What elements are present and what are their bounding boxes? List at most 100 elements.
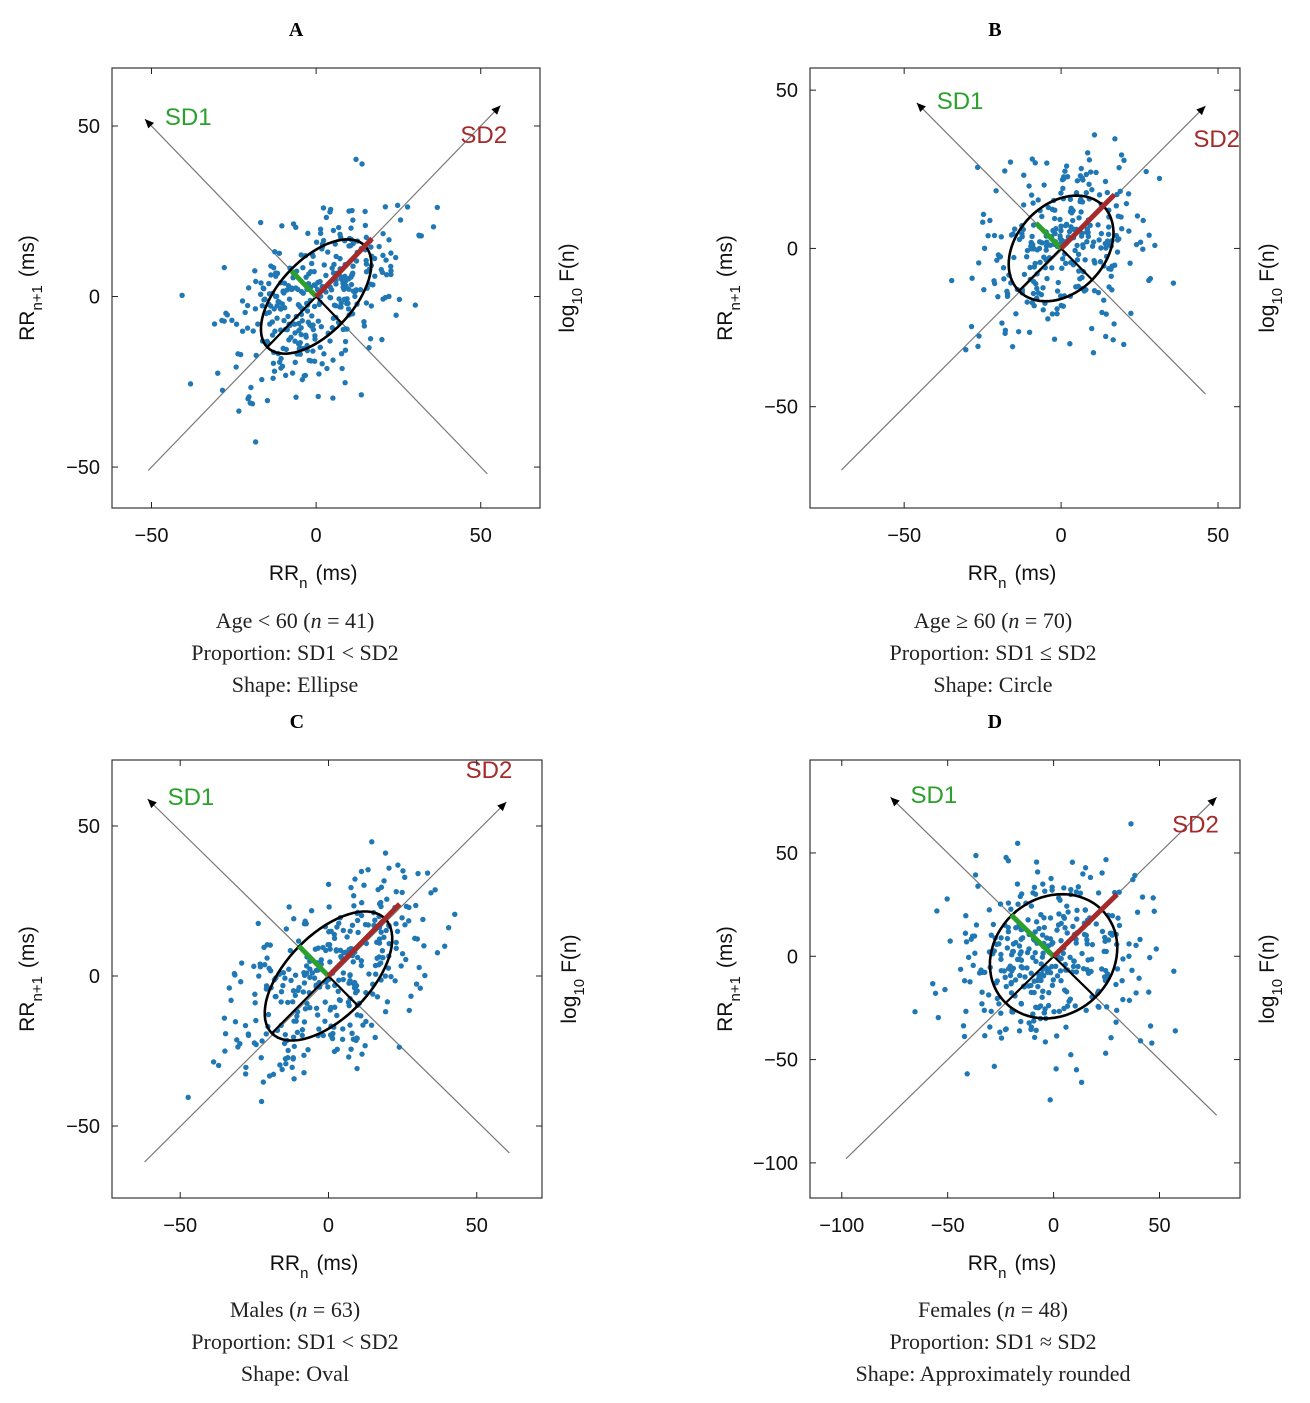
data-point <box>974 164 981 171</box>
data-point <box>434 204 441 211</box>
data-point <box>1054 288 1061 294</box>
data-point <box>331 935 338 942</box>
data-point <box>402 874 408 881</box>
data-point <box>311 358 318 364</box>
data-point <box>980 219 986 225</box>
data-point <box>1083 1007 1089 1014</box>
data-point <box>1134 213 1141 219</box>
data-point <box>1121 341 1127 348</box>
data-point <box>1028 243 1034 249</box>
data-point <box>1033 1027 1039 1033</box>
sd1-label: SD1 <box>937 88 984 115</box>
data-point <box>333 281 339 287</box>
data-point <box>964 1071 970 1077</box>
data-point <box>281 280 288 286</box>
data-point <box>1068 205 1074 211</box>
data-point <box>1137 239 1144 245</box>
y-axis-label-sub: n+1 <box>29 285 46 310</box>
data-point <box>912 1009 918 1015</box>
data-point <box>263 1031 269 1037</box>
data-point <box>1103 856 1109 863</box>
data-point <box>1011 254 1017 261</box>
data-point <box>1005 929 1012 935</box>
data-point <box>301 373 307 379</box>
data-point <box>1147 275 1154 282</box>
data-point <box>290 988 297 994</box>
data-point <box>346 1054 352 1060</box>
data-point <box>1128 310 1134 317</box>
data-point <box>282 1031 289 1038</box>
data-point <box>354 1065 360 1072</box>
data-point <box>299 318 305 324</box>
data-point <box>1105 231 1112 237</box>
data-point <box>1024 299 1030 305</box>
data-point <box>1059 256 1066 262</box>
data-point <box>348 225 354 231</box>
data-point <box>278 988 285 995</box>
data-point <box>422 972 428 979</box>
data-point <box>1088 968 1094 975</box>
y-axis-label-main: RR <box>16 1002 39 1032</box>
data-point <box>362 222 369 229</box>
data-point <box>315 279 321 286</box>
data-point <box>1093 169 1099 176</box>
data-point <box>355 929 361 936</box>
data-point <box>965 954 972 961</box>
data-point <box>424 870 431 876</box>
data-point <box>327 946 333 952</box>
data-point <box>1105 937 1112 943</box>
data-point <box>338 350 345 357</box>
data-point <box>1057 968 1064 974</box>
data-point <box>1102 178 1109 185</box>
x-tick-label: 0 <box>323 1215 334 1237</box>
data-point <box>1008 990 1015 996</box>
data-point <box>1001 276 1007 282</box>
data-point <box>980 211 987 218</box>
sd2-label: SD2 <box>460 122 507 149</box>
data-point <box>309 260 315 267</box>
data-point <box>363 257 369 264</box>
data-point <box>998 234 1005 240</box>
data-point <box>981 1007 988 1013</box>
data-point <box>1102 967 1109 974</box>
data-point <box>314 1012 321 1018</box>
data-point <box>298 331 304 338</box>
data-point <box>299 1032 305 1039</box>
y-tick-label: −50 <box>764 397 798 419</box>
data-point <box>211 321 218 327</box>
data-point <box>1104 238 1111 244</box>
data-point <box>269 332 276 338</box>
data-point <box>1126 941 1132 947</box>
data-point <box>1073 940 1079 946</box>
data-point <box>1150 895 1156 901</box>
data-point <box>330 357 336 363</box>
data-point <box>434 950 441 956</box>
data-point <box>350 893 357 899</box>
data-point <box>1032 260 1038 267</box>
data-point <box>987 1024 993 1030</box>
data-point <box>277 306 284 312</box>
data-point <box>1028 192 1035 198</box>
data-point <box>1125 191 1132 197</box>
data-point <box>1058 978 1064 984</box>
data-point <box>1057 233 1063 239</box>
data-point <box>338 300 344 306</box>
data-point <box>944 896 950 902</box>
data-point <box>404 204 411 210</box>
data-point <box>1067 196 1074 202</box>
data-point <box>1015 901 1021 907</box>
data-point <box>1116 889 1122 895</box>
data-point <box>226 985 232 991</box>
data-point <box>1040 881 1046 887</box>
data-point <box>252 991 258 997</box>
data-point <box>1034 247 1040 253</box>
data-point <box>420 916 426 923</box>
data-point <box>415 870 421 877</box>
data-point <box>1009 968 1015 974</box>
data-point <box>1031 1018 1037 1024</box>
data-point <box>1004 945 1011 951</box>
data-point <box>1075 963 1081 970</box>
data-point <box>1048 875 1054 882</box>
caption-b: Age ≥ 60 (n = 70) Proportion: SD1 ≤ SD2 … <box>698 605 1288 701</box>
caption-line1: Age ≥ 60 (n = 70) <box>913 608 1073 633</box>
